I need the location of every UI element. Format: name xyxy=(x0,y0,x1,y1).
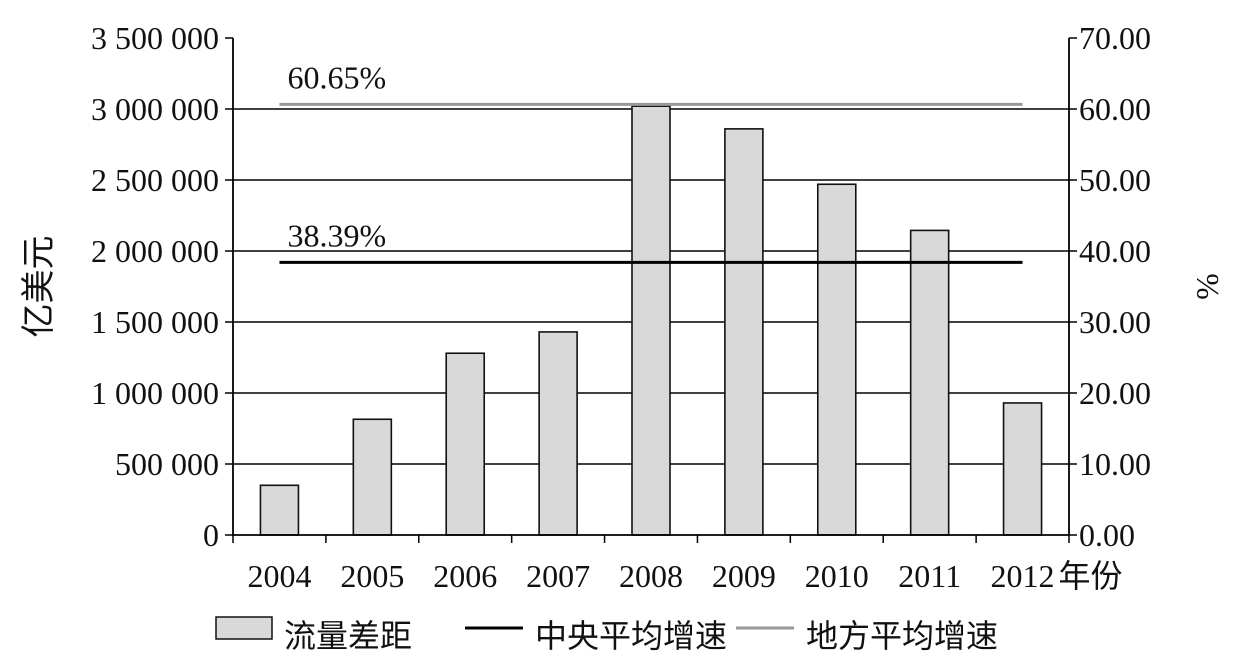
x-axis-unit-label: 年份 xyxy=(1059,558,1123,594)
left-tick-label: 2 500 000 xyxy=(91,162,219,198)
x-tick-label: 2010 xyxy=(805,558,869,594)
x-tick-label: 2005 xyxy=(340,558,404,594)
right-tick-label: 0.00 xyxy=(1079,517,1135,553)
bars-layer xyxy=(259,105,1043,536)
left-tick-label: 3 500 000 xyxy=(91,20,219,56)
right-tick-label: 50.00 xyxy=(1079,162,1151,198)
x-tick-label: 2012 xyxy=(991,558,1055,594)
left-tick-label: 3 000 000 xyxy=(91,91,219,127)
right-tick-label: 70.00 xyxy=(1079,20,1151,56)
bar-2010 xyxy=(816,183,857,536)
x-tick-label: 2004 xyxy=(247,558,311,594)
left-tick-label: 1 000 000 xyxy=(91,375,219,411)
right-tick-label: 60.00 xyxy=(1079,91,1151,127)
bar-2005 xyxy=(352,418,393,536)
x-tick-label: 2011 xyxy=(898,558,961,594)
legend-label-1: 中央平均增速 xyxy=(535,618,727,654)
right-axis-title: % xyxy=(1189,273,1225,300)
reference-line-label-1: 38.39% xyxy=(287,217,386,253)
x-tick-label: 2007 xyxy=(526,558,590,594)
bar-2008 xyxy=(631,105,671,536)
right-tick-label: 20.00 xyxy=(1079,375,1151,411)
legend-label-2: 地方平均增速 xyxy=(806,618,998,654)
x-tick-label: 2006 xyxy=(433,558,497,594)
bar-2012 xyxy=(1002,402,1043,536)
labels-layer: 0 500 000 1 000 000 1 500 000 2 000 000 2 500… xyxy=(20,20,1225,594)
right-tick-label: 30.00 xyxy=(1079,304,1151,340)
bar-2009 xyxy=(724,128,764,536)
legend-layer: 流量差距 中央平均增速 地方平均增速 xyxy=(215,616,998,654)
left-tick-label: 500 000 xyxy=(115,446,219,482)
axes-layer xyxy=(225,37,1077,543)
x-tick-label: 2008 xyxy=(619,558,683,594)
left-tick-label: 0 xyxy=(203,517,219,553)
legend-swatch-0 xyxy=(215,616,273,640)
right-tick-label: 10.00 xyxy=(1079,446,1151,482)
left-tick-label: 2 000 000 xyxy=(91,233,219,269)
reference-line-label-2: 60.65% xyxy=(287,59,386,95)
bar-2006 xyxy=(445,352,486,536)
legend-label-0: 流量差距 xyxy=(284,618,412,654)
x-tick-label: 2009 xyxy=(712,558,776,594)
lines-layer xyxy=(279,102,1023,264)
left-axis-title: 亿美元 xyxy=(20,236,58,338)
left-tick-label: 1 500 000 xyxy=(91,304,219,340)
bar-2011 xyxy=(909,229,950,536)
right-tick-label: 40.00 xyxy=(1079,233,1151,269)
bar-2004 xyxy=(259,484,300,536)
bar-2007 xyxy=(538,331,578,536)
